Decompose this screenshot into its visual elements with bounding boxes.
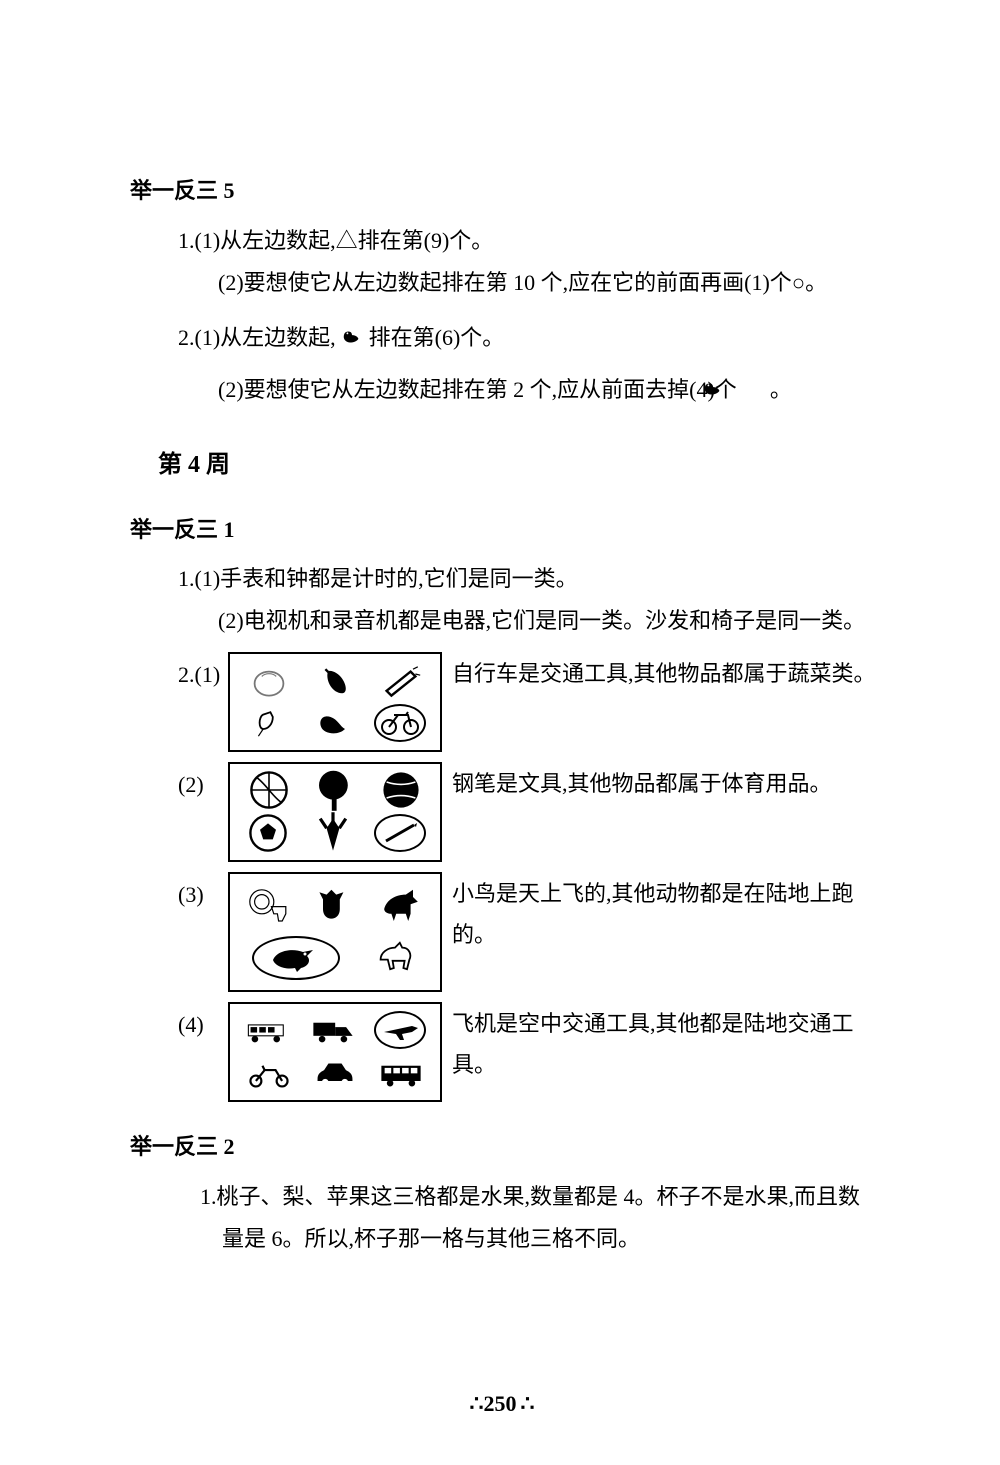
plane-circled: [374, 1011, 426, 1049]
pic-box-3: [228, 872, 442, 992]
cabbage-icon: [245, 661, 293, 699]
motorcycle-icon: [245, 1054, 293, 1092]
duck-icon: [341, 320, 363, 342]
pic-box-1: [228, 652, 442, 752]
label: (4): [178, 1002, 228, 1046]
pen-icon: [378, 819, 422, 847]
volleyball-icon: [377, 771, 425, 809]
section-title-1: 举一反三 1: [130, 509, 880, 551]
bus-icon: [377, 1054, 425, 1092]
pic-row-3: (3) 小鸟是天上飞的,其他动物都是在陆地上跑的。: [178, 872, 880, 992]
bird-circled: [252, 936, 340, 980]
truck-icon: [309, 1011, 357, 1049]
pic-box-2: [228, 762, 442, 862]
text: (2)要想使它从左边数起排在第 2 个,应从前面去掉(4)个: [218, 377, 737, 402]
text: 2.(1)从左边数起,: [178, 325, 336, 350]
pepper-icon: [309, 704, 357, 742]
duck-icon: [742, 372, 764, 394]
tabletennis-icon: [311, 771, 359, 809]
car-icon: [311, 1054, 359, 1092]
label: (3): [178, 872, 228, 916]
section-title-2: 举一反三 2: [130, 1126, 880, 1168]
text: 。: [770, 377, 792, 402]
carrot-icon: [377, 661, 425, 699]
sec1-q1-2: (2)电视机和录音机都是电器,它们是同一类。沙发和椅子是同一类。: [218, 600, 880, 642]
pic-box-4: [228, 1002, 442, 1102]
radish-icon: [244, 704, 292, 742]
sec5-q2-2: (2)要想使它从左边数起排在第 2 个,应从前面去掉(4)个 。: [218, 369, 880, 411]
desc: 自行车是交通工具,其他物品都属于蔬菜类。: [452, 652, 880, 695]
sec1-q1-1: 1.(1)手表和钟都是计时的,它们是同一类。: [178, 558, 880, 600]
train-icon: [244, 1011, 292, 1049]
section-title-5: 举一反三 5: [130, 170, 880, 212]
page-num-text: 250: [470, 1391, 531, 1416]
pen-circled: [374, 814, 426, 852]
sec5-q1-1: 1.(1)从左边数起,△排在第(9)个。: [178, 220, 880, 262]
pic-row-2: (2) 钢笔是文具,其他物品都属于体育用品。: [178, 762, 880, 862]
shuttlecock-icon: [309, 814, 357, 852]
text: 排在第(6)个。: [369, 325, 505, 350]
bicycle-icon: [378, 709, 422, 737]
bird-icon: [261, 940, 331, 976]
cat-icon: [311, 886, 359, 924]
pic-row-1: 2.(1) 自行车是交通工具,其他物品都属于蔬菜类。: [178, 652, 880, 752]
plane-icon: [378, 1016, 422, 1044]
desc: 小鸟是天上飞的,其他动物都是在陆地上跑的。: [452, 872, 880, 955]
eggplant-icon: [311, 661, 359, 699]
football-icon: [244, 814, 292, 852]
sec2-q1: 1.桃子、梨、苹果这三格都是水果,数量都是 4。杯子不是水果,而且数量是 6。所…: [200, 1176, 880, 1260]
sec5-q1-2: (2)要想使它从左边数起排在第 10 个,应在它的前面再画(1)个○。: [218, 262, 880, 304]
horse-icon: [377, 886, 425, 924]
desc: 钢笔是文具,其他物品都属于体育用品。: [452, 762, 880, 805]
desc: 飞机是空中交通工具,其他都是陆地交通工具。: [452, 1002, 880, 1085]
label: 2.(1): [178, 652, 228, 696]
bicycle-circled: [374, 704, 426, 742]
week-title: 第 4 周: [158, 443, 880, 489]
label: (2): [178, 762, 228, 806]
pic-row-4: (4) 飞机是空中交通工具,其他都是陆地交通工具。: [178, 1002, 880, 1102]
sec5-q2-1: 2.(1)从左边数起, 排在第(6)个。: [178, 317, 880, 359]
dog-icon: [371, 939, 419, 977]
page-number: 250: [0, 1383, 1000, 1425]
basketball-icon: [245, 771, 293, 809]
lion-icon: [245, 886, 293, 924]
